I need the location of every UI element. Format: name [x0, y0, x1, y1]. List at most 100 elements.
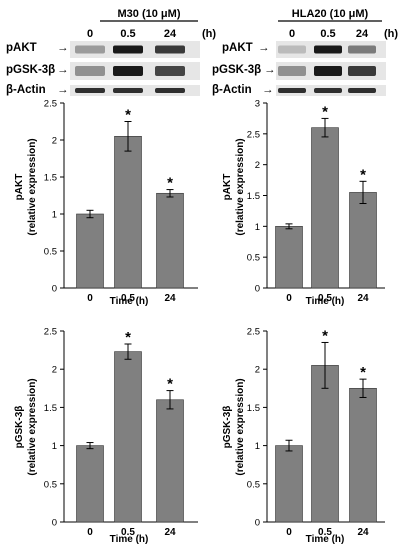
time-unit-label: (h)	[384, 28, 398, 40]
significance-marker: *	[322, 103, 328, 120]
treatment-label: M30 (10 μM)	[118, 8, 181, 20]
arrow-icon: →	[258, 42, 270, 54]
bar-chart-pgsk-hla20: pGSK-3β (relative expression) Time (h) 0…	[222, 327, 385, 545]
bar	[156, 399, 184, 523]
lane-label: 0.5	[120, 28, 135, 40]
blot-row-label: pAKT	[6, 42, 37, 54]
y-axis-label: pAKT	[14, 174, 25, 201]
bar	[311, 365, 339, 523]
significance-marker: *	[360, 364, 366, 381]
y-tick-label: 1.5	[247, 403, 260, 414]
treatment-label: HLA20 (10 μM)	[292, 8, 369, 20]
arrow-icon: →	[57, 64, 69, 76]
x-tick-label: 24	[357, 527, 369, 538]
lane-label: 0	[87, 28, 93, 40]
lane-label: 0.5	[320, 28, 335, 40]
y-tick-label: 1.5	[247, 191, 260, 202]
y-tick-label: 3	[255, 99, 260, 110]
y-tick-label: 1	[52, 441, 57, 452]
blot-row-label: pGSK-3β	[6, 64, 55, 76]
bar	[275, 226, 303, 289]
y-tick-label: 0.5	[44, 479, 57, 490]
x-tick-label: 0.5	[121, 527, 135, 538]
blot-band	[278, 66, 306, 76]
y-tick-label: 2	[255, 160, 260, 171]
y-tick-label: 1	[52, 210, 57, 221]
y-axis-label: pAKT	[222, 174, 233, 201]
lane-label: 0	[289, 28, 295, 40]
bar	[76, 445, 104, 523]
significance-marker: *	[322, 327, 328, 344]
y-axis-label: pGSK-3β	[14, 406, 25, 449]
y-tick-label: 2	[52, 136, 57, 147]
y-tick-label: 2.5	[44, 99, 57, 110]
bar-chart-pgsk-m30: pGSK-3β (relative expression) Time (h) 0…	[14, 327, 198, 545]
arrow-icon: →	[264, 64, 276, 76]
bar	[349, 387, 377, 523]
blot-row-label: pGSK-3β	[212, 64, 261, 76]
arrow-icon: →	[57, 42, 69, 54]
blot-band	[155, 88, 185, 93]
bar	[114, 136, 142, 289]
y-tick-label: 1.5	[44, 403, 57, 414]
x-tick-label: 0.5	[318, 293, 332, 304]
significance-marker: *	[125, 107, 131, 124]
blot-band	[75, 66, 105, 76]
y-tick-label: 0	[255, 518, 260, 529]
bar	[275, 445, 303, 523]
y-axis-label: pGSK-3β	[222, 406, 233, 449]
blot-band	[278, 88, 306, 93]
x-tick-label: 24	[164, 293, 176, 304]
blot-band	[278, 45, 306, 54]
blot-band	[113, 88, 143, 93]
blot-band	[75, 88, 105, 93]
blot-band	[155, 66, 185, 76]
blot-band	[113, 45, 143, 54]
blot-band	[113, 66, 143, 76]
blot-row-label: pAKT	[222, 42, 253, 54]
y-tick-label: 0	[52, 284, 57, 295]
blot-row-label: β-Actin	[212, 84, 252, 96]
blot-band	[348, 88, 376, 93]
arrow-icon: →	[57, 84, 69, 96]
blot-band	[314, 66, 342, 76]
x-tick-label: 0.5	[121, 293, 135, 304]
significance-marker: *	[167, 175, 173, 192]
x-tick-label: 0	[286, 293, 292, 304]
blot-panel-m30: M30 (10 μM) 0 0.5 24 (h) pAKT → pGSK-3β …	[6, 8, 216, 96]
lane-label: 24	[356, 28, 369, 40]
y-tick-label: 2.5	[44, 327, 57, 338]
x-axis-label: Time (h)	[110, 534, 149, 545]
y-tick-label: 2.5	[247, 129, 260, 140]
time-unit-label: (h)	[202, 28, 216, 40]
blot-panel-hla20: HLA20 (10 μM) 0 0.5 24 (h) pAKT → pGSK-3…	[212, 8, 398, 96]
significance-marker: *	[360, 166, 366, 183]
blot-row-label: β-Actin	[6, 84, 46, 96]
bar-chart-pakt-m30: pAKT (relative expression) Time (h) 0 0.5…	[14, 99, 198, 307]
y-tick-label: 0.5	[44, 247, 57, 258]
y-tick-label: 1	[255, 222, 260, 233]
arrow-icon: →	[262, 84, 274, 96]
bar	[76, 213, 104, 289]
significance-marker: *	[167, 376, 173, 393]
blot-band	[348, 66, 376, 76]
x-axis-label: Time (h)	[306, 534, 345, 545]
x-tick-label: 0	[87, 527, 93, 538]
y-tick-label: 1	[255, 441, 260, 452]
y-tick-label: 0.5	[247, 253, 260, 264]
x-axis-label: Time (h)	[306, 296, 345, 307]
x-tick-label: 24	[164, 527, 176, 538]
y-tick-label: 2	[255, 365, 260, 376]
x-tick-label: 24	[357, 293, 369, 304]
y-tick-label: 2	[52, 365, 57, 376]
x-tick-label: 0	[87, 293, 93, 304]
blot-band	[314, 45, 342, 54]
bar	[311, 127, 339, 289]
bar	[349, 192, 377, 289]
x-axis-label: Time (h)	[110, 296, 149, 307]
blot-band	[155, 45, 185, 54]
bar-chart-pakt-hla20: pAKT (relative expression) Time (h) 0 0.5…	[222, 99, 385, 307]
y-tick-label: 2.5	[247, 327, 260, 338]
blot-band	[348, 45, 376, 54]
